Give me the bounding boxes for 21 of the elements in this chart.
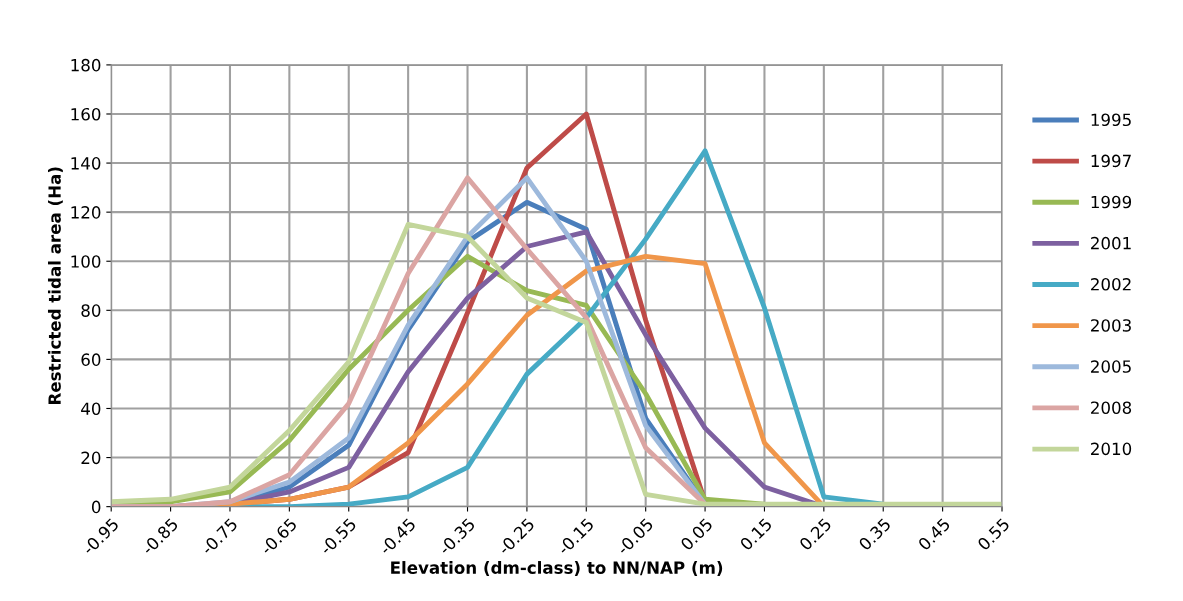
y-tick-label: 80 xyxy=(81,304,101,317)
legend-label: 2001 xyxy=(1091,236,1131,250)
legend-label: 2010 xyxy=(1091,442,1132,456)
y-tick-label: 0 xyxy=(91,500,101,514)
legend-label: 1997 xyxy=(1091,154,1131,168)
y-tick-label: 120 xyxy=(71,206,101,219)
y-tick-label: 180 xyxy=(71,58,101,72)
y-tick-label: 140 xyxy=(71,157,101,170)
y-tick-label: 160 xyxy=(71,107,101,121)
y-tick-label: 20 xyxy=(81,451,101,465)
y-axis-title: Restricted tidal area (Ha) xyxy=(47,167,63,404)
y-tick-label: 60 xyxy=(81,353,101,366)
x-axis-title: Elevation (dm-class) to NN/NAP (m) xyxy=(391,561,723,576)
legend-label: 2002 xyxy=(1091,278,1131,291)
legend-label: 2003 xyxy=(1091,319,1131,332)
legend-label: 1995 xyxy=(1091,113,1131,127)
legend-label: 2005 xyxy=(1091,360,1131,373)
legend-label: 2008 xyxy=(1091,401,1132,414)
y-tick-label: 100 xyxy=(71,255,101,268)
y-tick-label: 40 xyxy=(81,402,101,416)
legend-label: 1999 xyxy=(1091,195,1132,209)
